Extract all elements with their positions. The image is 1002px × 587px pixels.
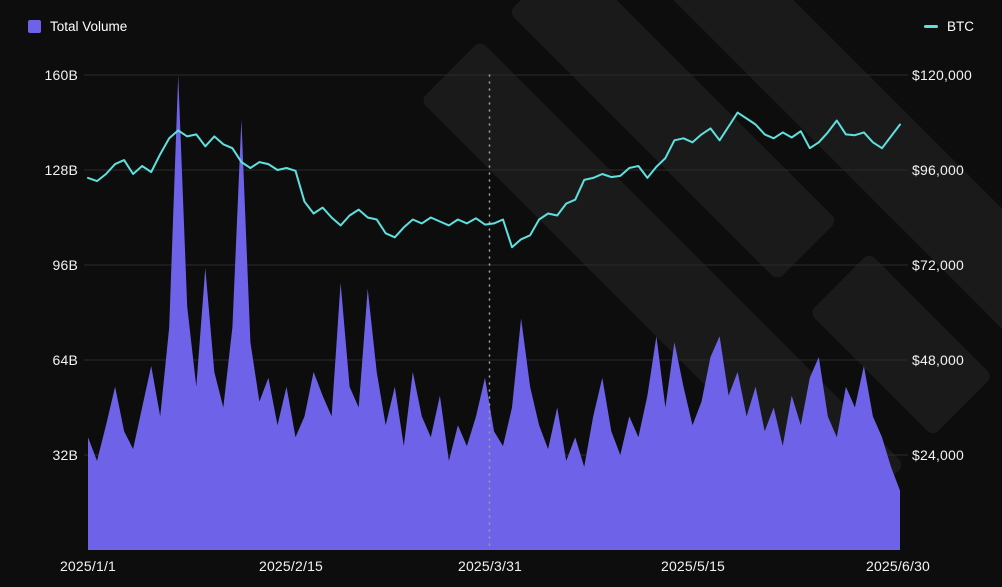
y-axis-right-tick-72k: $72,000 <box>912 257 965 273</box>
btc-line-swatch-icon <box>924 25 938 28</box>
total-volume-swatch-icon <box>28 20 41 33</box>
y-axis-right-tick-48k: $48,000 <box>912 352 965 368</box>
legend-total-volume-label: Total Volume <box>50 19 128 34</box>
watermark-stripe <box>812 255 990 434</box>
x-axis-tick-jan1: 2025/1/1 <box>59 558 117 574</box>
y-axis-left-tick-32b: 32B <box>52 447 78 463</box>
x-axis-tick-may15: 2025/5/15 <box>660 558 726 574</box>
x-axis-tick-mar31: 2025/3/31 <box>457 558 523 574</box>
legend-btc-label: BTC <box>947 19 974 34</box>
watermark-stripe <box>600 0 1002 345</box>
y-axis-left-tick-64b: 64B <box>52 352 78 368</box>
y-axis-left-tick-96b: 96B <box>52 257 78 273</box>
legend-total-volume[interactable]: Total Volume <box>28 19 127 34</box>
x-axis-tick-jun30: 2025/6/30 <box>865 558 931 574</box>
y-axis-right-tick-96k: $96,000 <box>912 162 965 178</box>
btc-line-series <box>87 111 901 249</box>
y-axis-left-tick-128b: 128B <box>44 162 78 178</box>
watermark-stripe <box>423 43 902 522</box>
legend-btc[interactable]: BTC <box>924 19 974 34</box>
total-volume-area <box>88 75 900 550</box>
btc-price-line <box>87 111 901 249</box>
y-axis-right-tick-24k: $24,000 <box>912 447 965 463</box>
watermark-stripe <box>511 0 835 278</box>
watermark-logo <box>423 0 1002 522</box>
x-axis-tick-feb15: 2025/2/15 <box>258 558 324 574</box>
y-axis-left-tick-160b: 160B <box>44 67 78 83</box>
volume-area-series <box>88 75 900 550</box>
y-axis-right-tick-120k: $120,000 <box>912 67 972 83</box>
